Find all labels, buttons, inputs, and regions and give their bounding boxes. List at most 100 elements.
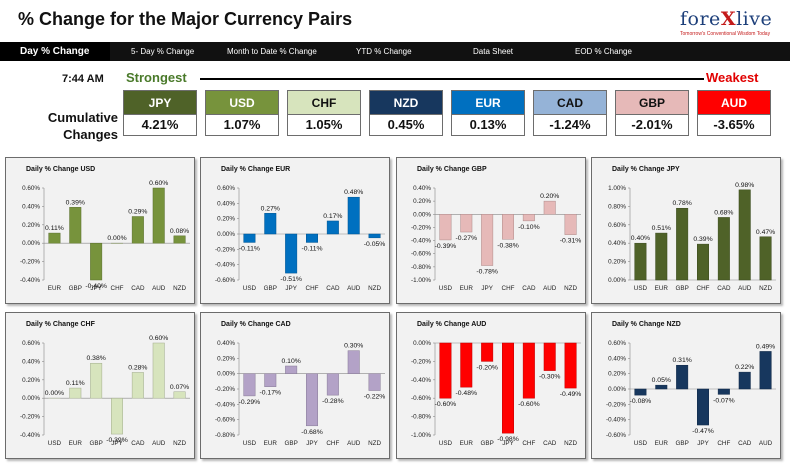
data-label: -0.22% bbox=[364, 394, 386, 401]
bar-gbp bbox=[676, 364, 689, 390]
logo-x: X bbox=[720, 8, 737, 30]
bar-usd bbox=[634, 388, 647, 396]
chart-panel-usd[interactable]: Daily % Change USD 0.60% 0.40% 0.20% 0.00% -0… bbox=[5, 157, 195, 304]
bar-cad bbox=[326, 220, 339, 235]
chart-title: Daily % Change JPY bbox=[612, 166, 680, 173]
data-label: -0.78% bbox=[476, 269, 498, 276]
data-label: -0.38% bbox=[497, 242, 519, 249]
currency-name: NZD bbox=[370, 91, 442, 115]
bar-chart-cad: 0.40% 0.20% 0.00% -0.20% -0.40% -0.60% -0.80% -… bbox=[215, 340, 386, 447]
bar-cad bbox=[131, 372, 144, 399]
bar-jpy bbox=[697, 388, 709, 426]
currency-name: GBP bbox=[616, 91, 688, 115]
y-tick-label: -0.60% bbox=[215, 277, 235, 284]
y-tick-label: -0.20% bbox=[20, 259, 40, 266]
y-tick-label: 0.20% bbox=[413, 198, 431, 205]
bar-chart-aud: 0.00% -0.20% -0.40% -0.60% -0.80% -1.00% -0.60… bbox=[411, 340, 582, 447]
data-label: 0.27% bbox=[261, 205, 280, 212]
currency-box-cad: CAD -1.24% bbox=[533, 90, 607, 136]
x-tick-label: USD bbox=[439, 440, 453, 447]
y-tick-label: 0.60% bbox=[22, 340, 40, 347]
currency-cumulative-value: -3.65% bbox=[698, 115, 770, 135]
x-tick-label: CHF bbox=[306, 285, 319, 292]
tab-eod-change[interactable]: EOD % Change bbox=[575, 47, 632, 56]
x-tick-label: NZD bbox=[173, 440, 186, 447]
currency-cumulative-value: 1.07% bbox=[206, 115, 278, 135]
bar-jpy bbox=[285, 233, 298, 274]
tab-data-sheet[interactable]: Data Sheet bbox=[473, 47, 514, 56]
currency-box-nzd: NZD 0.45% bbox=[369, 90, 443, 136]
bar-nzd bbox=[173, 391, 186, 399]
y-tick-label: -0.40% bbox=[411, 238, 431, 245]
y-tick-label: -0.40% bbox=[411, 377, 431, 384]
x-tick-label: GBP bbox=[675, 285, 688, 292]
chart-title: Daily % Change EUR bbox=[221, 166, 291, 173]
x-tick-label: AUD bbox=[543, 285, 557, 292]
data-label: -0.98% bbox=[497, 436, 519, 443]
chart-panel-eur[interactable]: Daily % Change EUR 0.60% 0.40% 0.20% 0.00% -0… bbox=[200, 157, 390, 304]
page-title: % Change for the Major Currency Pairs bbox=[18, 9, 353, 29]
bar-jpy bbox=[502, 342, 514, 434]
currency-name: AUD bbox=[698, 91, 770, 115]
data-label: -0.68% bbox=[301, 429, 323, 436]
bar-eur bbox=[460, 342, 473, 388]
bar-nzd bbox=[173, 235, 186, 244]
bar-chf bbox=[697, 243, 709, 281]
forexlive-logo[interactable]: foreXlive Tomorrow's Conventional Wisdom… bbox=[680, 8, 772, 40]
x-tick-label: CAD bbox=[717, 285, 731, 292]
data-label: -0.11% bbox=[301, 245, 322, 252]
x-tick-label: GBP bbox=[89, 440, 102, 447]
chart-title: Daily % Change CAD bbox=[221, 321, 291, 328]
bar-chf bbox=[522, 342, 535, 399]
y-tick-label: -0.60% bbox=[411, 251, 431, 258]
bar-eur bbox=[69, 387, 82, 399]
currency-name: EUR bbox=[452, 91, 524, 115]
x-tick-label: CHF bbox=[326, 440, 339, 447]
currency-cumulative-value: 4.21% bbox=[124, 115, 196, 135]
tab-5-day-change[interactable]: 5- Day % Change bbox=[131, 47, 195, 56]
currency-cumulative-value: -1.24% bbox=[534, 115, 606, 135]
x-tick-label: USD bbox=[243, 440, 257, 447]
data-label: 0.28% bbox=[128, 364, 147, 371]
data-label: -0.60% bbox=[518, 401, 540, 408]
x-tick-label: JPY bbox=[697, 440, 709, 447]
y-tick-label: 0.20% bbox=[608, 259, 626, 266]
data-label: 0.40% bbox=[631, 235, 650, 242]
chart-panel-jpy[interactable]: Daily % Change JPY 1.00% 0.80% 0.60% 0.40% 0.… bbox=[591, 157, 781, 304]
bar-cad bbox=[522, 214, 535, 222]
y-tick-label: -1.00% bbox=[411, 277, 431, 284]
data-label: 0.47% bbox=[756, 229, 775, 236]
data-label: 0.10% bbox=[282, 358, 301, 365]
data-label: 0.05% bbox=[652, 377, 671, 384]
chart-panel-cad[interactable]: Daily % Change CAD 0.40% 0.20% 0.00% -0.20% -… bbox=[200, 312, 390, 459]
data-label: -0.49% bbox=[560, 391, 582, 398]
bar-chf bbox=[306, 233, 318, 243]
x-tick-label: CAD bbox=[522, 285, 536, 292]
chart-panel-nzd[interactable]: Daily % Change NZD 0.60% 0.40% 0.20% 0.00% -0… bbox=[591, 312, 781, 459]
bar-chart-chf: 0.60% 0.40% 0.20% 0.00% -0.20% -0.40% 0.00% USD… bbox=[20, 335, 190, 447]
x-tick-label: CAD bbox=[326, 285, 340, 292]
y-tick-label: 0.00% bbox=[22, 240, 40, 247]
chart-panel-gbp[interactable]: Daily % Change GBP 0.40% 0.20% 0.00% -0.20% -… bbox=[396, 157, 586, 304]
y-tick-label: 0.00% bbox=[217, 231, 235, 238]
x-tick-label: EUR bbox=[48, 285, 62, 292]
data-label: 0.07% bbox=[170, 384, 189, 391]
x-tick-label: GBP bbox=[480, 440, 493, 447]
bar-chart-gbp: 0.40% 0.20% 0.00% -0.20% -0.40% -0.60% -0.80% -… bbox=[411, 185, 581, 292]
tab-month-to-date-change[interactable]: Month to Date % Change bbox=[227, 47, 317, 56]
bar-gbp bbox=[69, 207, 82, 244]
y-tick-label: 0.60% bbox=[608, 222, 626, 229]
data-label: 0.00% bbox=[107, 235, 126, 242]
logo-tagline: Tomorrow's Conventional Wisdom Today bbox=[680, 31, 771, 37]
bar-gbp bbox=[264, 213, 277, 235]
y-tick-label: -0.60% bbox=[606, 432, 626, 439]
data-label: -0.28% bbox=[322, 398, 344, 405]
data-label: 0.60% bbox=[149, 180, 168, 187]
chart-panel-chf[interactable]: Daily % Change CHF 0.60% 0.40% 0.20% 0.00% -0… bbox=[5, 312, 195, 459]
x-tick-label: AUD bbox=[152, 285, 166, 292]
tab-day-change[interactable]: Day % Change bbox=[0, 42, 110, 61]
tab-ytd-change[interactable]: YTD % Change bbox=[356, 47, 412, 56]
y-tick-label: 0.80% bbox=[608, 203, 626, 210]
x-tick-label: AUD bbox=[738, 285, 752, 292]
chart-panel-aud[interactable]: Daily % Change AUD 0.00% -0.20% -0.40% -0.60… bbox=[396, 312, 586, 459]
